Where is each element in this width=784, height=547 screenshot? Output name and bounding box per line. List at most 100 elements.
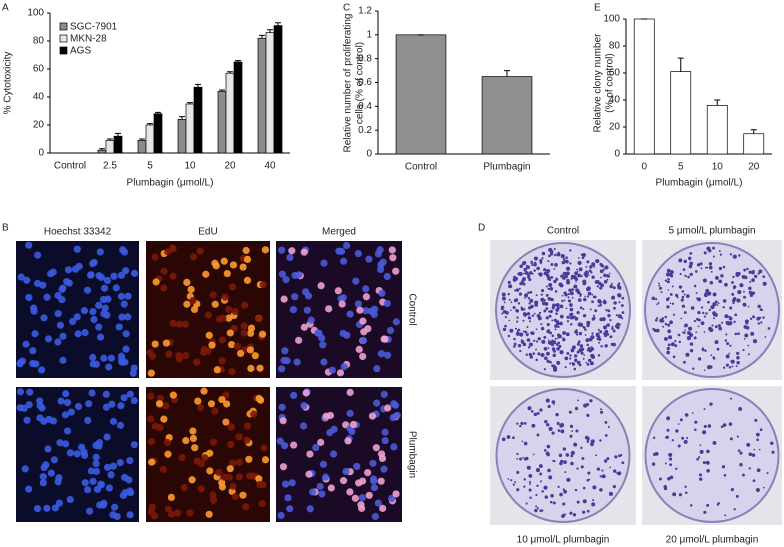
y-tick-label: 1.2 xyxy=(358,6,372,17)
cell xyxy=(73,313,81,321)
colony xyxy=(535,348,537,351)
colony xyxy=(764,336,767,338)
colony xyxy=(712,255,715,258)
colony xyxy=(592,485,597,490)
cell xyxy=(209,496,218,504)
colony xyxy=(604,420,608,424)
error-bar xyxy=(179,116,185,120)
colony xyxy=(609,466,612,469)
cell xyxy=(55,499,64,507)
cell xyxy=(299,422,308,430)
colony xyxy=(526,312,531,316)
colony xyxy=(566,351,570,355)
colony xyxy=(694,420,698,424)
colony xyxy=(666,305,670,309)
colony xyxy=(586,348,591,352)
colony xyxy=(569,303,573,307)
colony xyxy=(568,410,572,414)
colony xyxy=(681,304,686,308)
colony xyxy=(529,496,532,499)
colony xyxy=(563,460,567,464)
colony xyxy=(596,285,599,288)
cell xyxy=(130,269,139,277)
colony xyxy=(756,438,759,442)
y-tick-label: 0.2 xyxy=(358,125,372,136)
colony xyxy=(751,278,755,282)
cell xyxy=(319,460,328,468)
cell xyxy=(84,416,92,424)
colony xyxy=(602,268,606,271)
colony xyxy=(613,306,616,310)
colony xyxy=(687,275,690,279)
cell xyxy=(88,389,96,397)
cell xyxy=(102,390,110,398)
cell xyxy=(92,460,100,468)
colony xyxy=(570,454,574,458)
cell xyxy=(96,501,104,509)
colony xyxy=(565,256,568,260)
colony xyxy=(591,502,596,507)
colony xyxy=(743,295,747,299)
bar xyxy=(113,135,123,154)
colony xyxy=(531,264,534,267)
colony xyxy=(522,319,525,322)
colony xyxy=(572,513,577,517)
cell xyxy=(96,333,105,341)
colony xyxy=(716,503,720,506)
cell xyxy=(242,246,250,255)
colony xyxy=(535,468,540,473)
colony xyxy=(591,262,596,267)
y-tick-label: 60 xyxy=(33,64,45,75)
colony xyxy=(620,304,624,307)
colony xyxy=(554,290,558,293)
cell xyxy=(183,300,191,308)
colony xyxy=(603,301,606,305)
colony xyxy=(694,270,698,273)
colony xyxy=(686,436,689,439)
colony xyxy=(732,301,735,305)
colony xyxy=(703,408,706,411)
cell xyxy=(73,450,81,458)
colony xyxy=(554,328,557,331)
cell xyxy=(290,391,298,399)
colony xyxy=(565,453,570,457)
colony xyxy=(562,271,567,276)
cell xyxy=(384,404,392,412)
colony xyxy=(589,265,593,269)
legend-label: SGC-7901 xyxy=(70,22,118,33)
cell xyxy=(235,473,243,481)
cell xyxy=(349,420,358,429)
colony xyxy=(698,318,701,322)
colony xyxy=(554,324,558,328)
colony xyxy=(590,439,595,444)
error-bar xyxy=(195,83,201,88)
column-label: EdU xyxy=(198,227,217,238)
colony xyxy=(743,325,748,329)
colony xyxy=(523,267,528,272)
colony xyxy=(656,303,659,306)
colony xyxy=(553,318,557,322)
colony xyxy=(534,300,539,305)
plate xyxy=(644,242,780,378)
cell xyxy=(343,331,351,339)
colony xyxy=(695,331,698,334)
colony xyxy=(577,342,580,346)
colony xyxy=(668,452,673,457)
cell xyxy=(212,262,220,270)
colony xyxy=(692,367,695,370)
cell xyxy=(343,241,351,250)
colony xyxy=(537,352,541,356)
cell xyxy=(124,292,132,300)
colony xyxy=(743,290,745,293)
cell xyxy=(124,313,132,321)
cell xyxy=(381,335,389,343)
colony xyxy=(574,271,578,276)
colony xyxy=(703,424,707,428)
colony xyxy=(706,503,710,507)
colony xyxy=(562,502,566,506)
cell xyxy=(189,427,197,435)
cell xyxy=(373,399,381,407)
cell xyxy=(66,449,74,457)
colony xyxy=(507,334,511,338)
colony xyxy=(732,254,737,259)
